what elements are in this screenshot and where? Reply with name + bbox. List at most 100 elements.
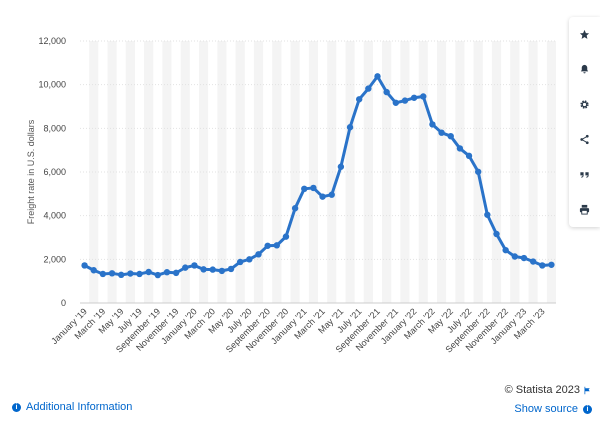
y-tick-label: 12,000 (38, 36, 66, 46)
y-tick-label: 4,000 (43, 211, 66, 221)
data-point (310, 184, 317, 192)
data-point (163, 269, 171, 276)
chart-toolbar (569, 17, 600, 227)
column-band (418, 41, 428, 303)
share-button[interactable] (569, 122, 600, 157)
data-point (337, 163, 345, 170)
data-point (374, 73, 381, 80)
data-point (136, 270, 143, 278)
data-point (511, 253, 519, 260)
data-point (117, 271, 125, 279)
data-point (90, 267, 97, 274)
data-point (255, 251, 262, 258)
data-point (145, 268, 152, 276)
data-point (172, 269, 180, 277)
cite-button[interactable] (569, 157, 600, 192)
data-point (355, 96, 363, 103)
data-point (182, 264, 189, 271)
data-point (218, 267, 226, 275)
data-point (529, 258, 537, 265)
y-tick-label: 10,000 (38, 80, 66, 90)
data-point (493, 230, 500, 238)
show-source-label: Show source (514, 403, 578, 415)
column-band (125, 41, 135, 303)
y-tick-label: 0 (61, 298, 66, 308)
column-band (235, 41, 245, 303)
data-point (474, 168, 482, 175)
data-point (108, 270, 116, 277)
data-point (365, 85, 372, 92)
column-band (327, 41, 337, 303)
column-band (272, 41, 282, 303)
data-point (383, 88, 390, 96)
info-icon: i (12, 402, 21, 412)
y-tick-label: 8,000 (43, 123, 66, 133)
data-point (484, 211, 491, 218)
data-point (465, 152, 473, 160)
print-icon (579, 204, 590, 215)
data-point (200, 266, 207, 273)
gear-icon (580, 100, 589, 109)
data-point (429, 121, 436, 128)
series-line (83, 74, 553, 277)
column-band (491, 41, 502, 303)
column-band (107, 41, 117, 303)
data-point (154, 271, 162, 279)
data-point (539, 262, 546, 269)
y-tick-label: 2,000 (43, 254, 66, 264)
additional-info-link[interactable]: i Additional Information (12, 401, 132, 413)
data-point (127, 270, 134, 277)
y-axis-title: Freight rate in U.S. dollars (26, 119, 36, 224)
notification-button[interactable] (569, 52, 600, 87)
favorite-button[interactable] (569, 17, 600, 52)
data-point (420, 93, 427, 100)
data-point (99, 270, 107, 278)
data-point (319, 193, 326, 200)
column-band (89, 41, 99, 303)
info-icon: i (583, 404, 592, 414)
data-point (301, 185, 308, 193)
additional-info-label: Additional Information (26, 401, 133, 413)
data-point (520, 254, 528, 262)
bell-icon (580, 64, 589, 74)
data-point (291, 205, 299, 212)
data-point (209, 266, 216, 273)
data-point (264, 242, 271, 249)
data-point (282, 233, 290, 240)
data-point (236, 258, 244, 266)
column-band (437, 41, 447, 303)
quote-icon (580, 172, 589, 178)
column-band (162, 41, 172, 303)
data-point (502, 246, 509, 254)
copyright-text: © Statista 2023 (504, 384, 580, 396)
column-band (253, 41, 264, 303)
settings-button[interactable] (569, 87, 600, 122)
data-point (456, 145, 464, 152)
print-button[interactable] (569, 192, 600, 227)
data-point (227, 265, 235, 273)
column-band (144, 41, 154, 303)
star-icon (579, 29, 590, 39)
data-point (81, 262, 88, 269)
column-band (308, 41, 318, 303)
column-band (455, 41, 465, 303)
data-point (191, 262, 198, 269)
data-point (438, 129, 445, 136)
y-tick-label: 6,000 (43, 167, 66, 177)
data-point (346, 124, 354, 131)
show-source-link[interactable]: Show source i (514, 403, 592, 415)
data-point (548, 261, 555, 268)
data-point (273, 242, 281, 249)
column-band (510, 41, 520, 303)
column-band (290, 41, 300, 303)
data-point (392, 99, 400, 106)
copyright: © Statista 2023 (505, 384, 592, 396)
data-point (410, 94, 418, 101)
data-point (246, 256, 253, 263)
flag-icon (584, 386, 590, 394)
data-point (328, 191, 335, 198)
data-point (447, 132, 454, 140)
data-point (401, 97, 409, 104)
